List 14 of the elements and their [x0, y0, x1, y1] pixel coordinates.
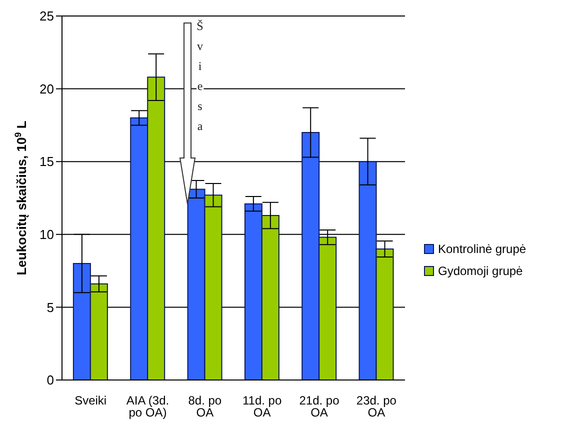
y-tick-label: 0	[46, 372, 54, 388]
x-tick-label: AIA (3d. po OA)	[126, 394, 170, 420]
x-tick-label: 23d. po OA	[356, 394, 397, 420]
y-tick-label: 10	[40, 227, 54, 242]
legend-label: Kontrolinė grupė	[438, 241, 526, 258]
x-tick-label: 21d. po OA	[299, 394, 340, 420]
y-tick-label: 20	[40, 81, 54, 96]
legend-label: Gydomoji grupė	[438, 263, 523, 280]
x-tick-label: 8d. po OA	[188, 394, 222, 420]
y-tick-label: 15	[40, 154, 54, 170]
y-tick-label: 5	[46, 300, 54, 315]
x-tick-label: Sveiki	[74, 394, 107, 408]
x-tick-label: 11d. po OA	[242, 394, 282, 420]
y-tick-label: 25	[40, 8, 54, 24]
